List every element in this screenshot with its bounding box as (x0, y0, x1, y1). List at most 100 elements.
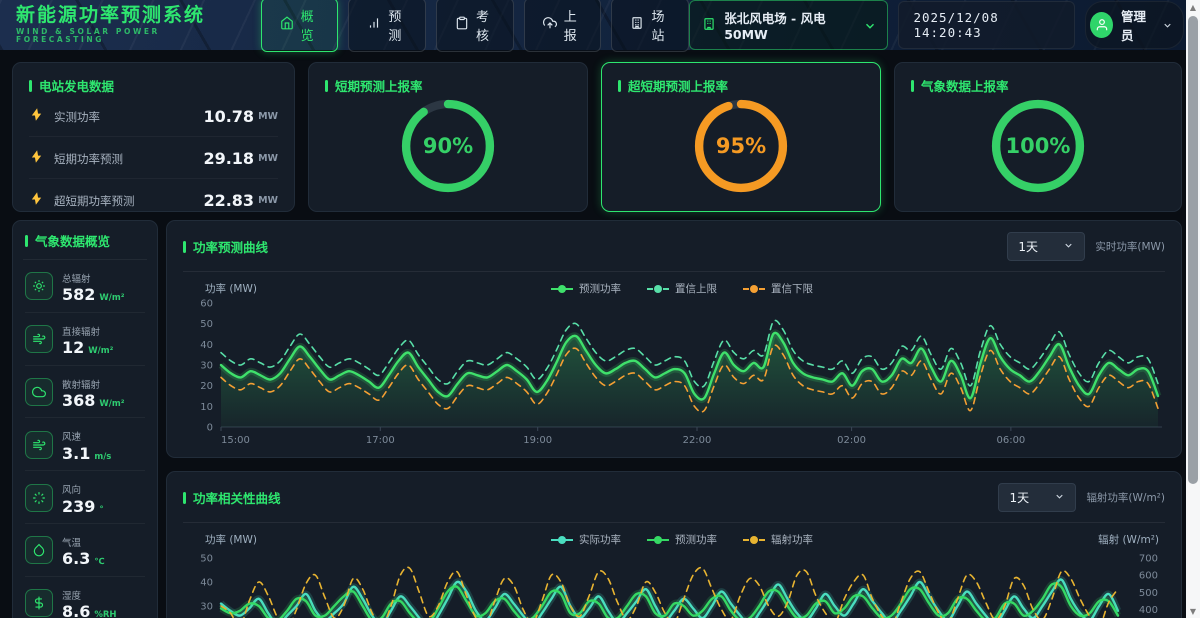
range-select-value: 1天 (1018, 240, 1038, 254)
range-select[interactable]: 1天 (998, 483, 1077, 512)
weather-value: 8.6 (62, 602, 91, 618)
svg-text:17:00: 17:00 (366, 435, 395, 446)
forecast-line-chart[interactable]: 0 10 20 30 40 50 60 15:00 17:00 19:00 22:00 02:00 06… (183, 299, 1165, 449)
weather-label: 总辐射 (62, 274, 91, 285)
nav-tab-overview[interactable]: 概览 (260, 0, 339, 52)
axis-unit-note: 辐射功率(W/m²) (1086, 492, 1165, 504)
app-brand: 新能源功率预测系统 WIND & SOLAR POWER FORECASTING (16, 5, 235, 44)
range-select-value: 1天 (1009, 491, 1030, 505)
svg-text:600: 600 (1139, 571, 1158, 582)
kpi-row: 电站发电数据 实测功率 10.78 MW 短期功率预测 29.18 MW 超短期… (12, 62, 1182, 212)
range-select[interactable]: 1天 (1007, 232, 1086, 261)
scrollbar-thumb[interactable] (1188, 16, 1198, 484)
legend-marker (743, 535, 765, 544)
divider (23, 259, 147, 260)
svg-text:50: 50 (200, 554, 213, 565)
legend-item[interactable]: 预测功率 (551, 281, 621, 296)
weather-item-diffuse-radiation: 散射辐射 368 W/m² (25, 366, 145, 419)
weather-unit: W/m² (99, 293, 125, 304)
title-bar (618, 79, 621, 92)
chevron-down-icon (1162, 19, 1173, 31)
weather-label: 直接辐射 (62, 326, 101, 338)
upload-cloud-icon (542, 16, 557, 34)
gauge-percent: 95% (715, 133, 767, 158)
legend-item[interactable]: 置信上限 (647, 281, 717, 296)
weather-item-humidity: 湿度 8.6 %RH (25, 577, 145, 618)
legend-row: 功率 (MW) 实际功率 预测功率 辐射功率 辐射 (W/m²) (183, 532, 1165, 547)
nav-tab-label: 预测 (388, 10, 402, 44)
weather-label: 风速 (62, 432, 82, 444)
forecast-curve-card: 功率预测曲线 1天 实时功率(MW) 功率 (MW) 预测功率 置信上限 (166, 220, 1182, 458)
card-title: 超短期预测上报率 (618, 76, 864, 95)
lower-row: 气象数据概览 总辐射 582 W/m² 直接辐射 12 W/m² 散射辐射 368 W/m²… (12, 220, 1182, 618)
weather-item-total-radiation: 总辐射 582 W/m² (25, 260, 145, 313)
droplet-icon (25, 536, 53, 565)
nav-tab-station[interactable]: 场站 (611, 0, 690, 52)
nav-tab-label: 场站 (651, 10, 665, 44)
weather-label: 气温 (62, 537, 82, 549)
chart-header: 功率预测曲线 1天 实时功率(MW) (183, 232, 1165, 261)
ring-gauge: 90% (394, 92, 502, 200)
scroll-up-arrow[interactable]: ▲ (1189, 2, 1197, 12)
weather-unit: %RH (94, 610, 117, 618)
legend-marker (551, 284, 573, 293)
weather-label: 散射辐射 (62, 379, 101, 391)
user-menu[interactable]: 管理员 (1085, 1, 1184, 49)
y-axis-title: 功率 (MW) (205, 534, 257, 546)
lightning-icon (29, 107, 44, 126)
nav-tab-report[interactable]: 上报 (523, 0, 602, 52)
gauge-card-short-term: 短期预测上报率 90% (308, 62, 588, 212)
avatar (1090, 12, 1113, 38)
weather-value: 12 (62, 338, 85, 358)
title-bar (25, 234, 28, 247)
chart-header: 功率相关性曲线 1天 辐射功率(W/m²) (183, 483, 1165, 512)
divider (183, 271, 1165, 272)
legend-item[interactable]: 预测功率 (647, 532, 717, 547)
scrollbar[interactable]: ▲ ▼ (1186, 0, 1200, 618)
power-row-unit: MW (258, 195, 278, 206)
svg-text:15:00: 15:00 (221, 435, 250, 446)
nav-tab-label: 上报 (563, 10, 577, 44)
clipboard-icon (455, 16, 469, 34)
nav-tab-forecast[interactable]: 预测 (348, 0, 427, 52)
title-bar (325, 79, 328, 92)
power-row-unit: MW (258, 153, 278, 164)
charts-column: 功率预测曲线 1天 实时功率(MW) 功率 (MW) 预测功率 置信上限 (166, 220, 1182, 618)
building-icon (630, 16, 644, 34)
legend-item[interactable]: 置信下限 (743, 281, 813, 296)
main-content: 电站发电数据 实测功率 10.78 MW 短期功率预测 29.18 MW 超短期… (12, 62, 1182, 618)
svg-text:40: 40 (200, 578, 213, 589)
ring-gauge: 95% (687, 92, 795, 200)
gauge-percent: 90% (422, 133, 474, 158)
weather-value: 368 (62, 390, 96, 410)
card-title: 电站发电数据 (29, 76, 278, 95)
svg-text:22:00: 22:00 (683, 435, 712, 446)
nav-tab-assessment[interactable]: 考核 (436, 0, 514, 52)
svg-text:0: 0 (207, 423, 213, 434)
gauge-card-ultra-short-term: 超短期预测上报率 95% (601, 62, 881, 212)
compass-icon (25, 483, 53, 512)
svg-text:40: 40 (200, 340, 213, 351)
weather-unit: ° (99, 504, 104, 515)
weather-label: 湿度 (62, 590, 82, 602)
user-name: 管理员 (1121, 9, 1147, 43)
main-nav: 概览 预测 考核 上报 场站 (260, 0, 690, 52)
legend-item[interactable]: 辐射功率 (743, 532, 813, 547)
power-row-ultra-short-term: 超短期功率预测 22.83 MW (29, 179, 278, 220)
scroll-down-arrow[interactable]: ▼ (1189, 606, 1197, 616)
card-title: 气象数据上报率 (911, 76, 1165, 95)
correlation-line-chart[interactable]: 50403020100700600500400300200100015:0017… (183, 550, 1165, 618)
building-icon (702, 17, 716, 34)
title-bar (911, 79, 914, 92)
home-icon (280, 16, 294, 34)
weather-value: 3.1 (62, 443, 91, 463)
title-bar (183, 491, 186, 504)
weather-label: 风向 (62, 485, 82, 497)
lightning-icon (29, 149, 44, 168)
weather-item-direct-radiation: 直接辐射 12 W/m² (25, 313, 145, 366)
legend-marker (647, 284, 669, 293)
svg-text:10: 10 (200, 402, 213, 413)
legend-marker (743, 284, 765, 293)
legend-item[interactable]: 实际功率 (551, 532, 621, 547)
station-selector[interactable]: 张北风电场 - 风电 50MW (689, 0, 889, 50)
